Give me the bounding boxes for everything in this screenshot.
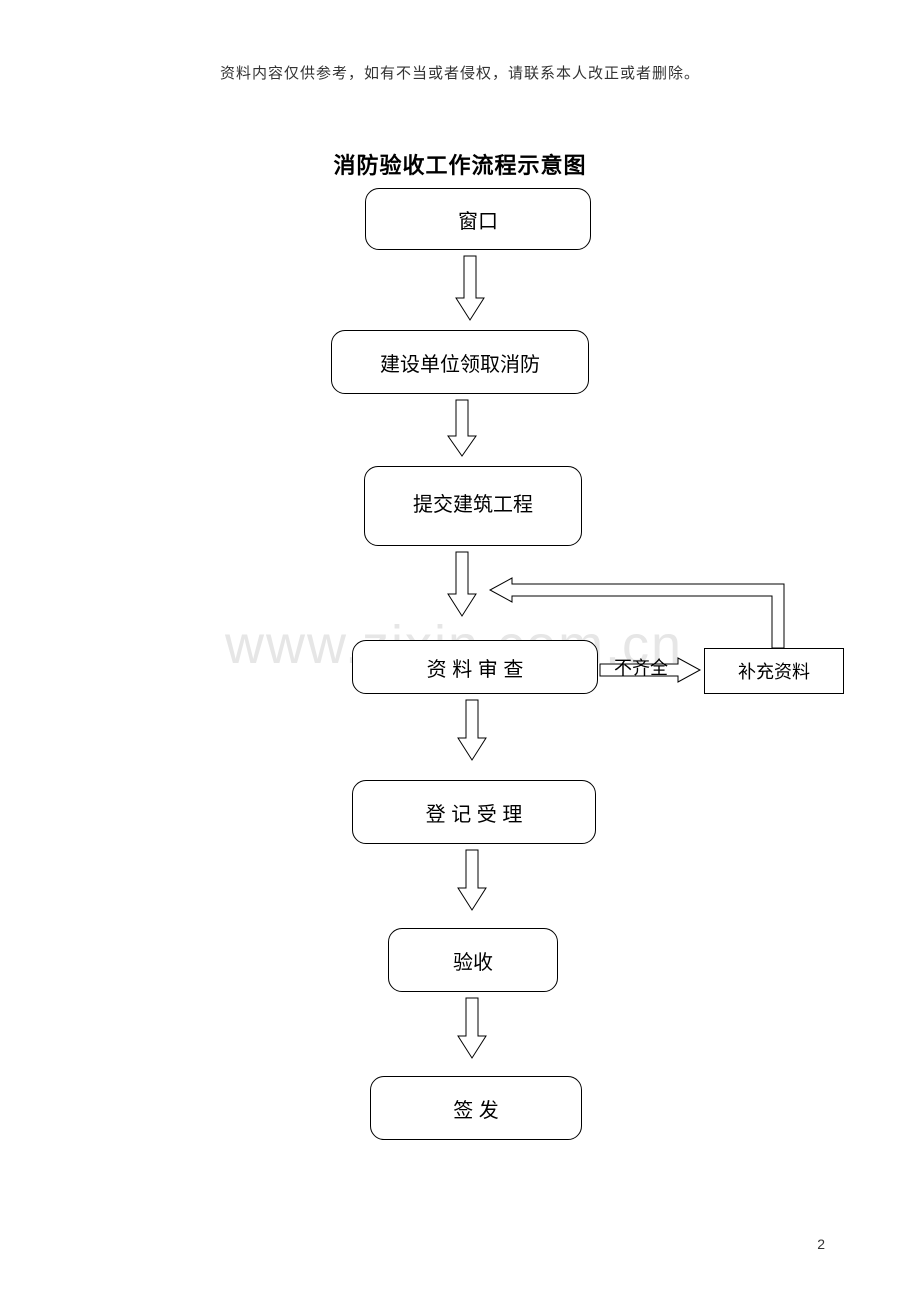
node-submit-project: 提交建筑工程	[364, 466, 582, 546]
arrow-down-1	[452, 254, 488, 324]
arrow-down-5	[454, 848, 490, 914]
page-title: 消防验收工作流程示意图	[0, 148, 920, 180]
node-register: 登 记 受 理	[352, 780, 596, 844]
arrow-feedback	[486, 576, 796, 652]
node-issue: 签 发	[370, 1076, 582, 1140]
arrow-down-6	[454, 996, 490, 1062]
node-unit-receive: 建设单位领取消防	[331, 330, 589, 394]
arrow-down-4	[454, 698, 490, 764]
node-submit-label: 提交建筑工程	[413, 488, 533, 517]
header-note: 资料内容仅供参考，如有不当或者侵权，请联系本人改正或者删除。	[0, 62, 920, 83]
arrow-down-3	[444, 550, 480, 620]
arrow-down-2	[444, 398, 480, 460]
label-incomplete: 不齐全	[614, 654, 668, 680]
page-number: 2	[817, 1236, 825, 1252]
node-acceptance: 验收	[388, 928, 558, 992]
node-window: 窗口	[365, 188, 591, 250]
node-supplement: 补充资料	[704, 648, 844, 694]
